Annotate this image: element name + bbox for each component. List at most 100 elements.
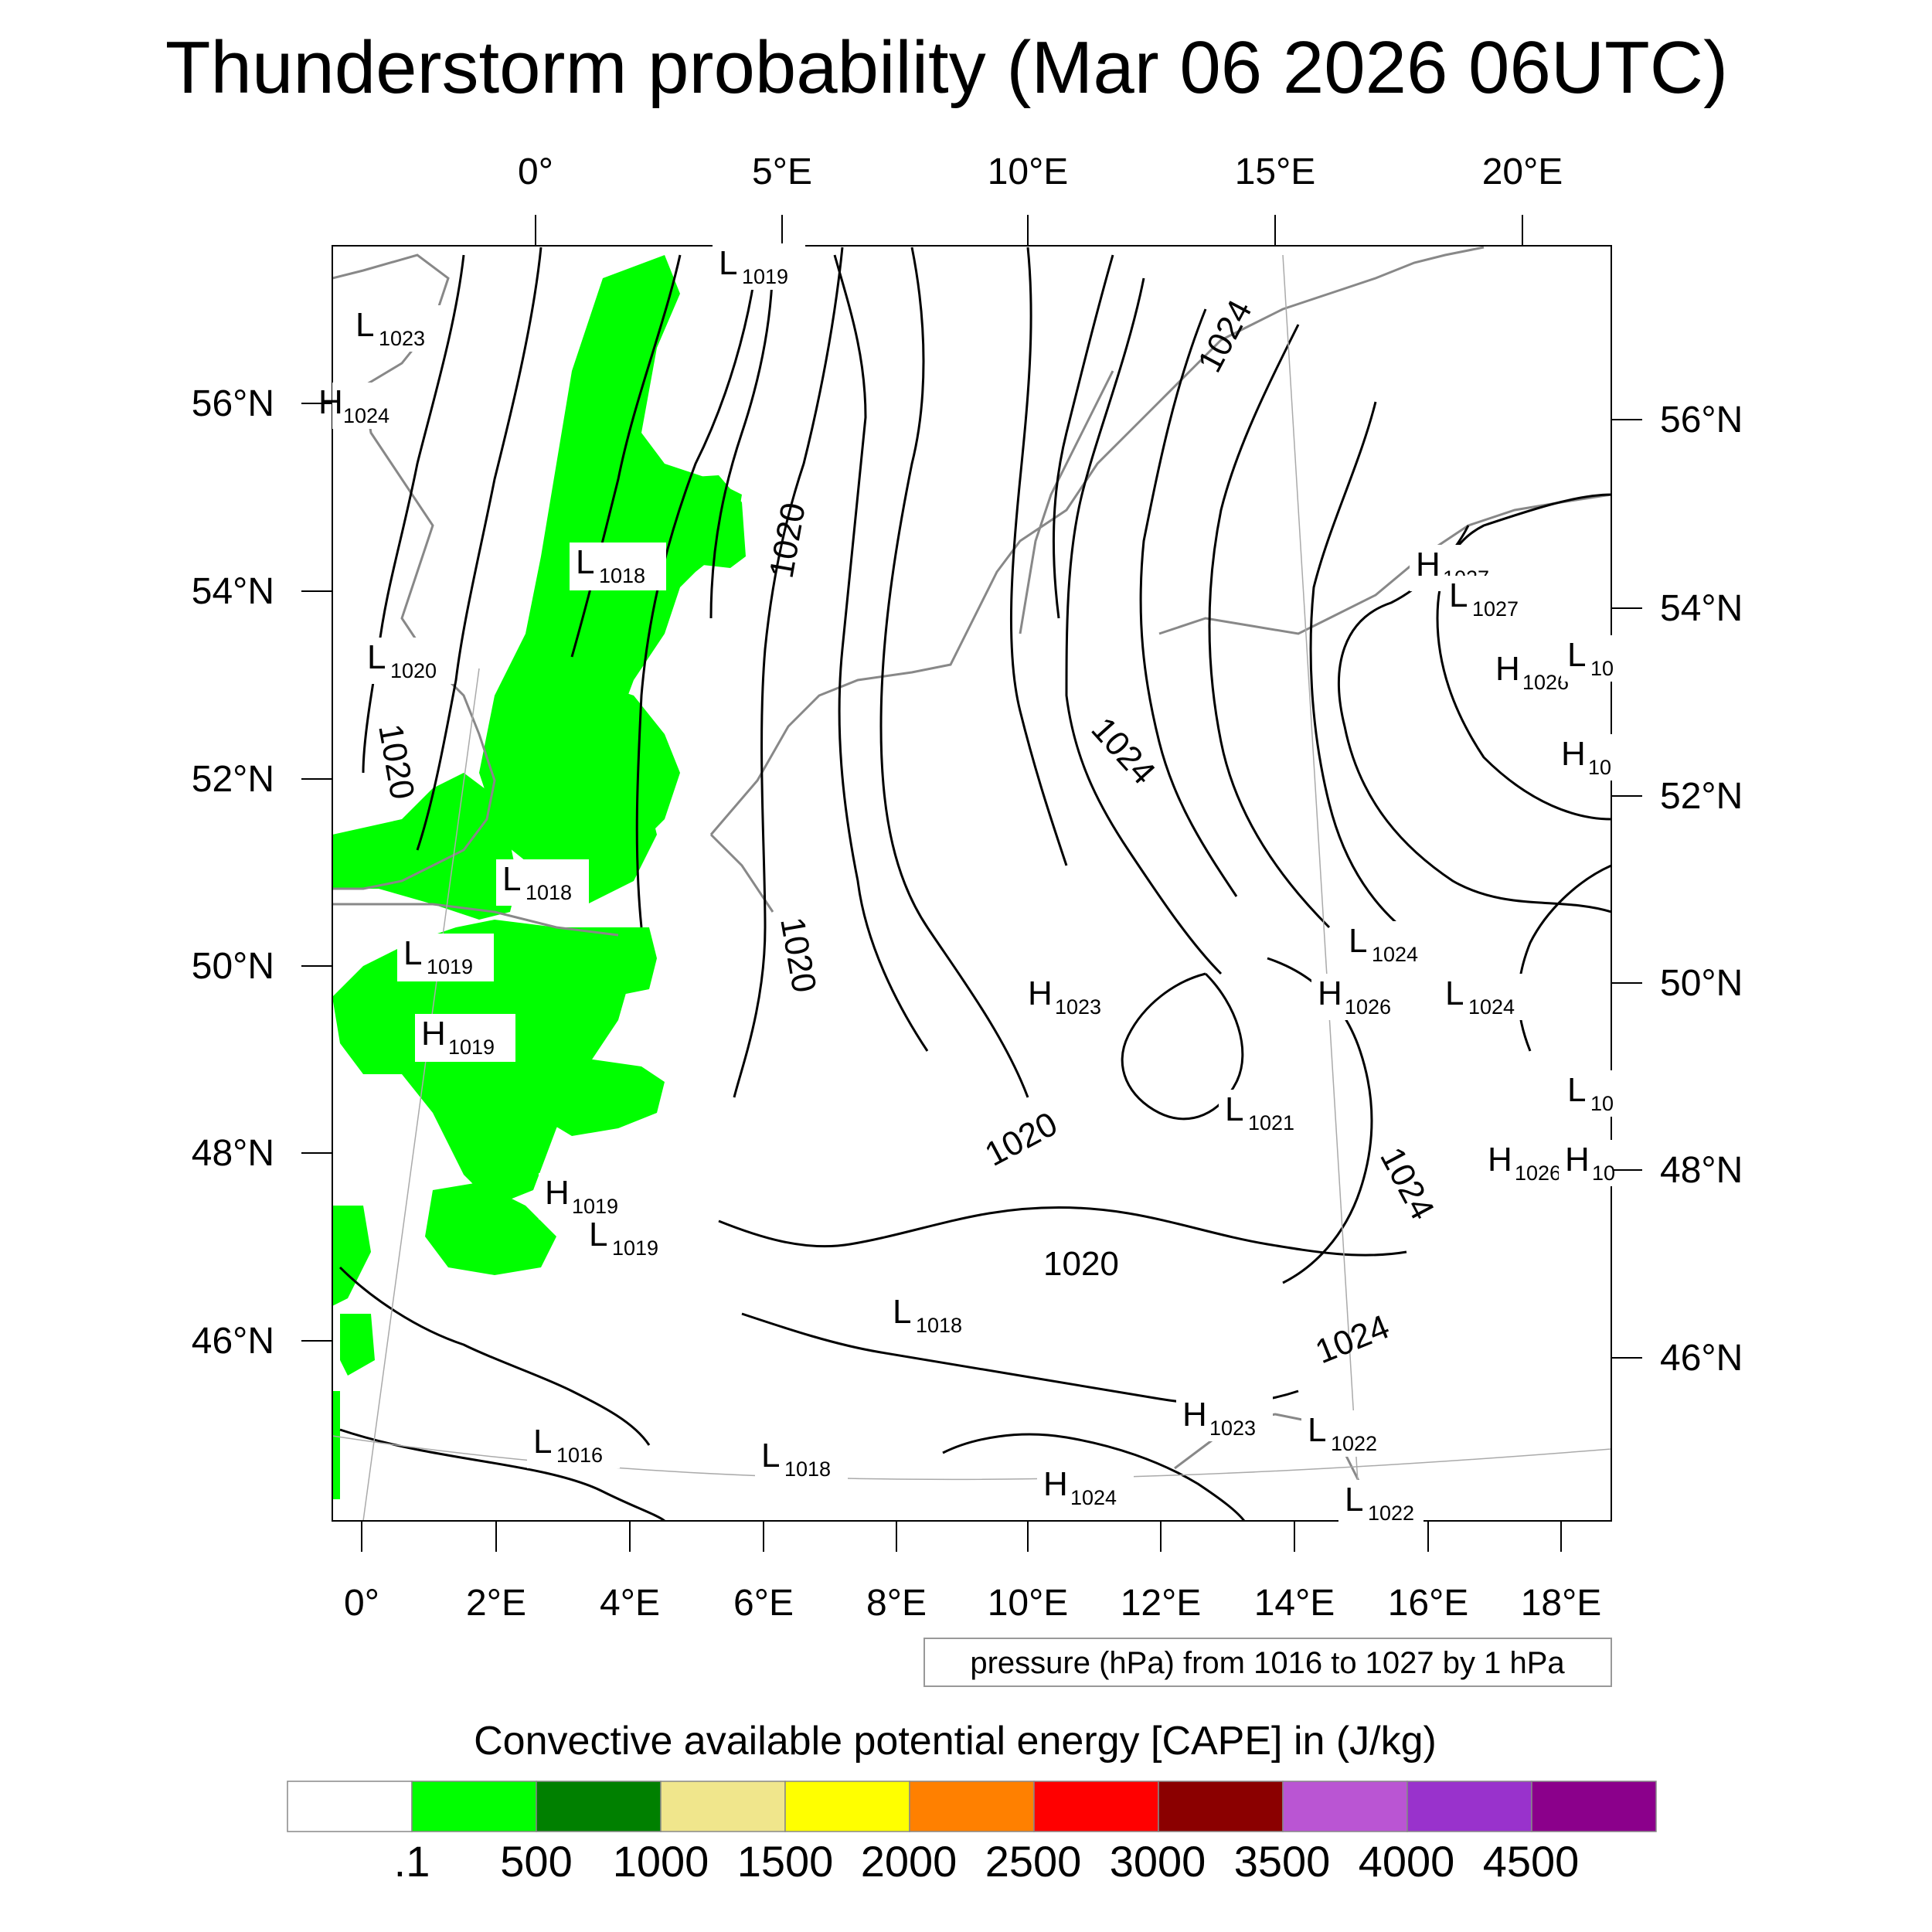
meridian-15e — [1282, 254, 1361, 1521]
colorbar-label: 3500 — [1234, 1837, 1331, 1886]
colorbar-label: 2500 — [985, 1837, 1082, 1886]
pressure-center: L 1016 — [527, 1422, 620, 1468]
pressure-center: L 1022 — [1301, 1410, 1394, 1457]
center-type: H — [1182, 1396, 1207, 1434]
center-value: 1019 — [742, 265, 788, 288]
center-value: 1022 — [1331, 1432, 1377, 1455]
pressure-center: L 1023 — [349, 305, 442, 352]
isobar — [879, 247, 1029, 1098]
center-type: L — [1445, 975, 1464, 1012]
isobar-label: 1024 — [1372, 1141, 1441, 1226]
center-type: H — [1416, 546, 1440, 583]
center-type: H — [1495, 650, 1520, 688]
map-frame — [332, 245, 1612, 1522]
coastlines — [332, 246, 1611, 1485]
pressure-center: L 1019 — [583, 1215, 675, 1261]
lon-bottom-label: 4°E — [600, 1583, 660, 1624]
center-type: L — [1567, 636, 1586, 674]
parallel-45n — [332, 1435, 1611, 1481]
pressure-center: L 1024 — [1439, 974, 1532, 1020]
center-type: L — [533, 1423, 552, 1461]
colorbar-title: Convective available potential energy [C… — [474, 1719, 1437, 1764]
center-type: L — [355, 306, 374, 344]
lat-right-label: 50°N — [1660, 963, 1743, 1004]
colorbar-label: 500 — [500, 1837, 572, 1886]
pressure-centers: L 1019 L 1023 H 1024 L 1018 L 1020 L 1018 L 101… — [318, 243, 1615, 1526]
center-type: L — [367, 638, 386, 676]
colorbar-labels: .1 500 1000 1500 2000 2500 3000 3500 400… — [394, 1837, 1580, 1886]
pressure-center: H 1023 — [1176, 1395, 1273, 1441]
axis-ticks — [301, 215, 1642, 1552]
pressure-note-box — [923, 1638, 1612, 1687]
center-value: 1024 — [1468, 995, 1515, 1019]
center-type: H — [1043, 1465, 1068, 1503]
center-value: 1023 — [379, 327, 425, 350]
colorbar-swatch — [1033, 1781, 1159, 1832]
pressure-center: H 1023 — [1022, 974, 1118, 1020]
isobar-label: 1020 — [979, 1105, 1063, 1174]
colorbar: Convective available potential energy [C… — [287, 1719, 1657, 1886]
center-type: H — [1488, 1141, 1512, 1179]
center-value: 1024 — [1372, 943, 1418, 966]
lat-left-label: 50°N — [192, 946, 274, 987]
lon-bottom-label: 8°E — [866, 1583, 927, 1624]
isobar — [733, 247, 844, 1098]
pressure-center: L 1019 — [713, 243, 805, 290]
pressure-center: L 1024 — [1342, 921, 1435, 968]
isobar — [416, 247, 543, 851]
center-value: 1018 — [526, 881, 572, 904]
colorbar-label: 4500 — [1483, 1837, 1580, 1886]
isobar — [570, 254, 682, 658]
lon-bottom-label: 6°E — [733, 1583, 794, 1624]
lon-bottom-label: 14°E — [1254, 1583, 1335, 1624]
lon-bottom-label: 12°E — [1121, 1583, 1202, 1624]
meridian-0 — [362, 668, 480, 1521]
center-type: L — [761, 1437, 780, 1475]
pressure-center: L 1021 — [1219, 1090, 1311, 1136]
colorbar-swatch — [909, 1781, 1035, 1832]
colorbar-swatches — [287, 1781, 1657, 1832]
isobar — [1139, 308, 1238, 897]
center-type: H — [545, 1174, 570, 1212]
lon-top-label: 10°E — [988, 151, 1069, 192]
coastline-denmark — [1019, 370, 1114, 634]
colorbar-swatch — [660, 1781, 786, 1832]
pressure-center: L 1018 — [886, 1292, 979, 1338]
isobar-label: 1024 — [1084, 710, 1163, 792]
lat-right-label: 52°N — [1660, 776, 1743, 817]
pressure-center: H 1026 — [1311, 974, 1408, 1020]
map-panel: 0° 5°E 10°E 15°E 20°E 0° 2°E 4°E 6°E 8°E… — [192, 151, 1743, 1624]
pressure-note: pressure (hPa) from 1016 to 1027 by 1 hP… — [923, 1638, 1612, 1687]
cape-area-channel — [340, 1314, 375, 1376]
center-value: 10 — [1588, 756, 1611, 779]
center-value: 10 — [1592, 1162, 1615, 1185]
isobar — [1309, 401, 1423, 944]
lat-left-label: 54°N — [192, 571, 274, 612]
center-value: 1018 — [599, 564, 645, 587]
lon-bottom-label: 10°E — [988, 1583, 1069, 1624]
isobar-label: 1024 — [1310, 1308, 1394, 1371]
center-value: 1023 — [1055, 995, 1101, 1019]
isobar-label: 1020 — [773, 914, 823, 995]
center-value: 1024 — [1070, 1486, 1117, 1509]
colorbar-label: 1500 — [737, 1837, 834, 1886]
colorbar-label: 4000 — [1359, 1837, 1455, 1886]
isobar — [1009, 247, 1068, 866]
center-value: 1019 — [448, 1036, 495, 1059]
pressure-center: H 1019 — [415, 1014, 515, 1062]
center-type: L — [719, 244, 737, 282]
isobar — [362, 254, 465, 774]
center-type: H — [318, 383, 343, 421]
coastline-mainland — [709, 246, 1485, 835]
lon-top-label: 20°E — [1482, 151, 1563, 192]
colorbar-swatch — [411, 1781, 537, 1832]
cape-area-sw — [332, 1391, 340, 1499]
center-type: L — [576, 543, 594, 581]
center-value: 1027 — [1472, 597, 1519, 621]
center-type: H — [1561, 735, 1586, 773]
lon-bottom-label: 2°E — [466, 1583, 526, 1624]
colorbar-swatch — [1406, 1781, 1532, 1832]
center-value: 1019 — [572, 1195, 618, 1218]
cape-area-west — [332, 773, 518, 920]
